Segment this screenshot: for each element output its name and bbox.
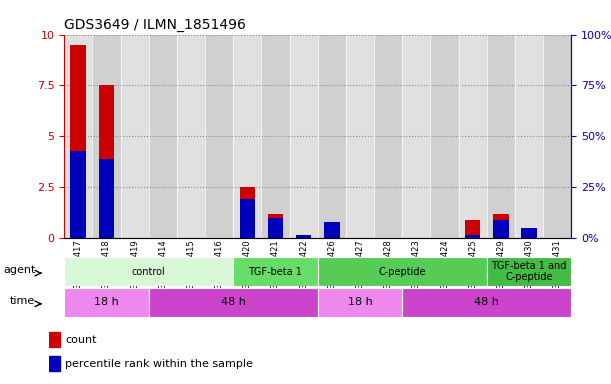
Bar	[233, 35, 262, 238]
Bar	[430, 35, 459, 238]
Bar	[64, 257, 233, 286]
Text: TGF-beta 1 and
C-peptide: TGF-beta 1 and C-peptide	[491, 261, 567, 283]
Bar	[487, 257, 571, 286]
Bar	[177, 35, 205, 238]
Bar	[262, 35, 290, 238]
Bar	[268, 214, 284, 238]
Bar	[98, 159, 114, 238]
Bar	[324, 224, 340, 238]
Bar	[324, 222, 340, 238]
Text: C-peptide: C-peptide	[378, 266, 426, 277]
Text: control: control	[132, 266, 166, 277]
Bar	[465, 220, 480, 238]
Bar	[493, 214, 508, 238]
Bar	[318, 257, 487, 286]
Bar	[98, 86, 114, 238]
Bar	[521, 234, 537, 238]
Bar	[374, 35, 402, 238]
Bar	[148, 288, 318, 317]
Text: agent: agent	[3, 265, 35, 275]
Text: 18 h: 18 h	[348, 297, 372, 308]
Bar	[521, 228, 537, 238]
Bar	[240, 187, 255, 238]
Bar	[459, 35, 487, 238]
Bar	[240, 199, 255, 238]
Bar	[49, 333, 60, 348]
Bar	[120, 35, 148, 238]
Bar	[296, 235, 312, 238]
Bar	[465, 235, 480, 238]
Bar	[92, 35, 120, 238]
Bar	[70, 45, 86, 238]
Bar	[318, 35, 346, 238]
Bar	[148, 35, 177, 238]
Text: time: time	[10, 296, 35, 306]
Bar	[233, 257, 318, 286]
Bar	[487, 35, 515, 238]
Bar	[515, 35, 543, 238]
Bar	[402, 35, 430, 238]
Text: 48 h: 48 h	[221, 297, 246, 308]
Text: GDS3649 / ILMN_1851496: GDS3649 / ILMN_1851496	[64, 18, 246, 32]
Bar	[543, 35, 571, 238]
Bar	[493, 220, 508, 238]
Text: TGF-beta 1: TGF-beta 1	[249, 266, 302, 277]
Bar	[318, 288, 402, 317]
Bar	[205, 35, 233, 238]
Text: 48 h: 48 h	[474, 297, 499, 308]
Bar	[346, 35, 374, 238]
Bar	[64, 35, 92, 238]
Bar	[268, 218, 284, 238]
Bar	[70, 151, 86, 238]
Bar	[402, 288, 571, 317]
Bar	[64, 288, 148, 317]
Bar	[49, 356, 60, 371]
Text: count: count	[65, 335, 97, 345]
Text: 18 h: 18 h	[94, 297, 119, 308]
Text: percentile rank within the sample: percentile rank within the sample	[65, 359, 254, 369]
Bar	[290, 35, 318, 238]
